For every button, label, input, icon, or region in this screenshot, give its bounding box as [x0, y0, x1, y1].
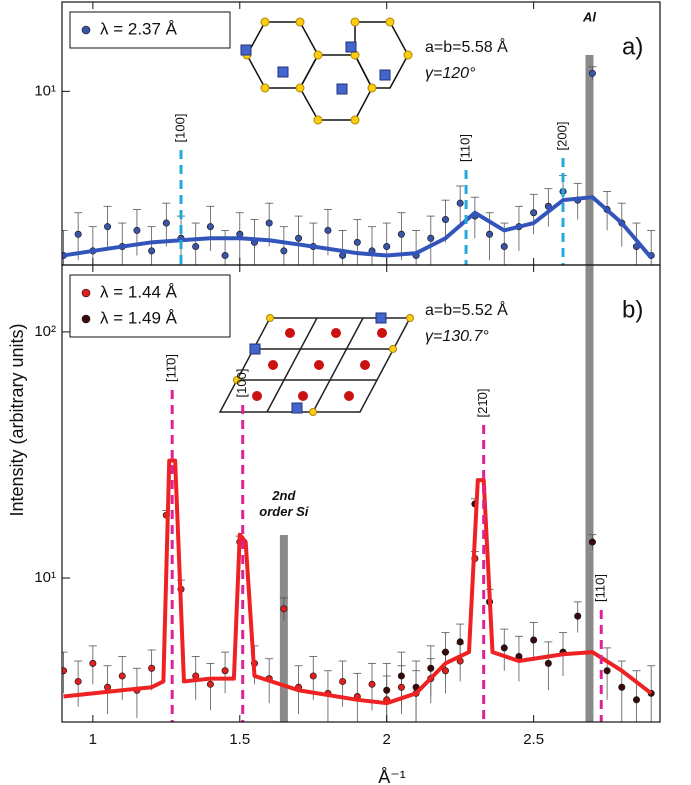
- frame: [61, 264, 661, 723]
- x-tick-label: 1: [89, 731, 97, 748]
- point: [309, 672, 317, 680]
- point: [456, 638, 464, 646]
- legend-box: [69, 11, 231, 49]
- point: [588, 538, 596, 546]
- band: [585, 55, 594, 265]
- point: [588, 69, 596, 77]
- point: [618, 683, 626, 691]
- panel-label: b): [622, 296, 643, 323]
- reference-label: [100]: [234, 369, 249, 398]
- panel-label: a): [622, 33, 643, 60]
- point: [104, 223, 112, 231]
- band: [585, 265, 594, 722]
- band-label-line: order Si: [259, 504, 309, 519]
- point: [544, 659, 552, 667]
- point: [427, 664, 435, 672]
- point: [500, 644, 508, 652]
- legend-label: λ = 1.44 Å: [100, 282, 178, 301]
- point: [397, 683, 405, 691]
- point: [324, 226, 332, 234]
- point: [162, 219, 170, 227]
- point: [397, 672, 405, 680]
- x-tick-label: 2.5: [523, 731, 544, 748]
- reference-label: [200]: [554, 122, 569, 151]
- reference-label: [11̄0]: [164, 354, 179, 382]
- point: [500, 243, 508, 251]
- point: [530, 209, 538, 217]
- point: [118, 672, 126, 680]
- point: [62, 667, 67, 675]
- plot-area: [62, 55, 656, 265]
- point: [368, 680, 376, 688]
- band: [279, 535, 288, 722]
- y-axis-label: Intensity (arbitrary units): [7, 323, 27, 516]
- point: [603, 667, 611, 675]
- point: [74, 677, 82, 685]
- legend-marker: [81, 288, 91, 298]
- fit-line: [63, 458, 653, 706]
- reference-label: [21̄0]: [475, 389, 490, 418]
- point: [280, 605, 288, 613]
- legend-marker: [81, 314, 91, 324]
- point: [206, 223, 214, 231]
- point: [339, 677, 347, 685]
- band-label-line: 2nd: [271, 489, 296, 504]
- point: [206, 680, 214, 688]
- point: [441, 648, 449, 656]
- note: a=b=5.52 Å: [425, 300, 508, 319]
- legend-label: λ = 2.37 Å: [100, 19, 178, 38]
- band-label: 2nd order Si: [259, 489, 309, 520]
- point: [441, 667, 449, 675]
- point: [148, 247, 156, 255]
- note: γ=130.7°: [425, 328, 489, 345]
- reference-label: [110]: [593, 574, 608, 602]
- reference-label: [110]: [457, 134, 472, 162]
- point: [486, 230, 494, 238]
- point: [441, 216, 449, 224]
- point: [530, 636, 538, 644]
- point: [427, 234, 435, 242]
- point: [632, 696, 640, 704]
- y-tick-label: 10¹: [34, 569, 56, 586]
- legend-marker: [81, 25, 91, 35]
- point: [574, 612, 582, 620]
- point: [221, 667, 229, 675]
- point: [265, 219, 273, 227]
- point: [383, 686, 391, 694]
- y-tick-label: 10²: [34, 323, 56, 340]
- note: γ=120°: [425, 65, 476, 82]
- point: [148, 664, 156, 672]
- legend-label: λ = 1.49 Å: [100, 308, 178, 327]
- y-tick-label: 10¹: [34, 82, 56, 99]
- point: [104, 683, 112, 691]
- x-tick-label: 1.5: [229, 731, 250, 748]
- point: [383, 243, 391, 251]
- legend-box: [69, 274, 231, 338]
- point: [295, 234, 303, 242]
- point: [192, 243, 200, 251]
- point: [74, 230, 82, 238]
- fit-line: [63, 195, 653, 260]
- point: [133, 226, 141, 234]
- reference-label: [100]: [172, 114, 187, 143]
- plot-area: [62, 265, 656, 722]
- x-tick-label: 2: [383, 731, 391, 748]
- note: a=b=5.58 Å: [425, 37, 508, 56]
- x-axis-label: Å⁻¹: [378, 767, 406, 785]
- band-label: Al: [582, 9, 596, 24]
- point: [397, 230, 405, 238]
- point: [280, 247, 288, 255]
- point: [353, 238, 361, 246]
- point: [456, 199, 464, 207]
- point: [221, 251, 229, 259]
- inset-b: [218, 312, 414, 416]
- inset-a: [240, 17, 413, 125]
- point: [89, 659, 97, 667]
